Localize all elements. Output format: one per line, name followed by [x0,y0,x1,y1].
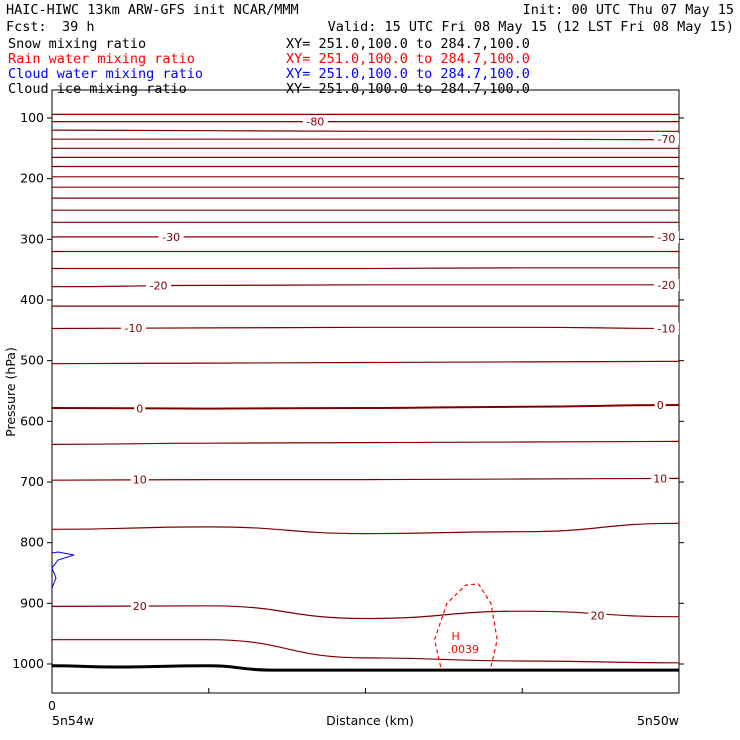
x-left-label: 5n54w [52,713,94,728]
temperature-contour-line [51,605,680,620]
contour-label: -10 [125,322,143,335]
contour-label-bg [651,472,670,485]
temperature-contour-line [51,326,680,330]
x-right-label: 5n50w [637,713,679,728]
header-fcst-value: 39 h [62,19,95,35]
y-tick-label: 400 [20,292,44,307]
temperature-contours [51,113,680,664]
contour-label: -30 [657,231,675,244]
field-name: Snow mixing ratio [8,36,146,52]
temperature-contour-line [51,284,679,288]
field-xy: XY= 251.0,100.0 to 284.7,100.0 [286,66,530,82]
contour-label: -80 [306,116,324,129]
header-title: HAIC-HIWC 13km ARW-GFS init NCAR/MMM [6,2,299,18]
contour-label: -70 [657,133,675,146]
header-fcst-label: Fcst: [6,19,47,35]
y-tick-label: 700 [20,474,44,489]
wind-barb [51,551,75,589]
y-tick-label: 600 [20,413,44,428]
field-xy: XY= 251.0,100.0 to 284.7,100.0 [286,36,530,52]
temperature-contour-line [51,404,680,410]
temperature-contour-line [52,138,680,141]
terrain-group [51,664,679,672]
rain-max-label: H [452,630,460,643]
y-tick-label: 300 [20,231,44,246]
contour-label-bg [654,398,666,411]
contour-label: 20 [133,600,147,613]
y-tick-label: 500 [20,353,44,368]
x-axis-label: Distance (km) [326,713,414,728]
contour-label-bg [130,599,149,612]
temperature-contour-line [51,477,680,481]
header-valid: Valid: 15 UTC Fri 08 May 15 (12 LST Fri … [328,19,734,35]
contour-label-bg [653,322,679,335]
contour-label-bg [653,133,679,146]
contour-label-bg [653,230,679,243]
contour-label-bg [130,473,149,486]
y-tick-label: 1000 [12,656,44,671]
contour-label: 20 [590,609,604,622]
temperature-contour-line [51,129,679,132]
contour-label: 0 [136,403,143,416]
field-xy: XY= 251.0,100.0 to 284.7,100.0 [286,51,530,67]
header-init: Init: 00 UTC Thu 07 May 15 [523,2,734,18]
contour-label: -10 [657,323,675,336]
temperature-contour-line [51,522,680,535]
wind-barbs [51,551,75,589]
contour-label: -20 [150,279,168,292]
rain-max-value: .0039 [448,643,480,656]
rain-contour-group: H.0039 [433,583,498,668]
field-name: Cloud ice mixing ratio [8,81,187,97]
x-start-label: 0 [48,698,56,713]
y-axis-label: Pressure (hPa) [3,347,18,437]
contour-label-bg [121,321,147,334]
field-name: Cloud water mixing ratio [8,66,203,82]
contour-label: 10 [133,474,147,487]
y-tick-label: 800 [20,535,44,550]
contour-label: 0 [657,399,664,412]
y-tick-label: 900 [20,595,44,610]
y-tick-label: 100 [20,110,44,125]
contour-label: -30 [162,231,180,244]
contour-label-bg [302,115,328,128]
contour-label-bg [158,230,184,243]
x-axis [51,688,680,693]
contour-label: 10 [653,472,667,485]
field-legend: Snow mixing ratio XY= 251.0,100.0 to 284.… [8,36,530,97]
contour-label-bg [588,609,607,622]
contour-label-bg [146,279,172,292]
field-name: Rain water mixing ratio [8,51,195,67]
temperature-contour-line [51,639,680,664]
y-tick-label: 200 [20,171,44,186]
temperature-contour-line [52,267,679,270]
rain-contour [433,583,498,668]
contour-label: -20 [657,279,675,292]
temperature-contour-line [51,360,680,365]
temperature-contour-line [51,440,680,445]
contour-label-bg [653,278,679,291]
terrain-line [51,664,679,672]
contour-labels: -80 -70 -30 -30 -20 -20 -10 -10 0 0 10 10 20 20 [121,115,679,622]
contour-label-bg [134,402,146,415]
field-xy: XY= 251.0,100.0 to 284.7,100.0 [286,81,530,97]
